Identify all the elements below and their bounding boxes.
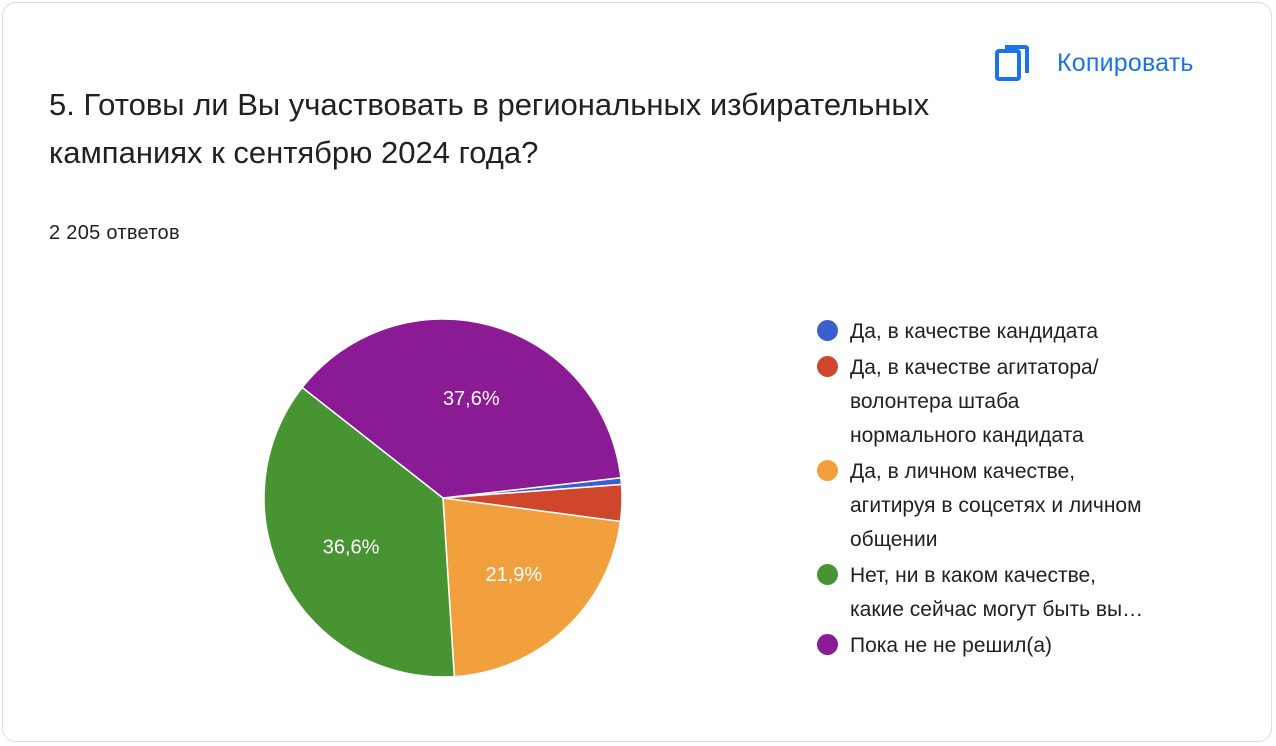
legend-item-2[interactable]: Да, в личном качестве, агитируя в соцсет… (817, 455, 1217, 557)
pie-slice-2[interactable] (442, 497, 622, 678)
copy-label[interactable]: Копировать (1057, 48, 1194, 77)
response-count: 2 205 ответов (49, 222, 180, 244)
legend-dot-4 (817, 634, 838, 655)
pie-chart: 21,9% 36,6% 37,6% (263, 318, 623, 678)
legend-label-3: Нет, ни в каком качестве, какие сейчас м… (850, 564, 1144, 621)
legend-dot-1 (817, 356, 838, 377)
pie-slice-4[interactable] (301, 318, 622, 499)
chart-legend: Да, в качестве кандидата Да, в качестве а… (817, 315, 1217, 665)
copy-icon (995, 45, 1029, 81)
legend-item-3[interactable]: Нет, ни в каком качестве, какие сейчас м… (817, 559, 1217, 627)
legend-dot-0 (817, 320, 838, 341)
legend-label-2: Да, в личном качестве, агитируя в соцсет… (850, 460, 1142, 551)
legend-label-4: Пока не не решил(а) (850, 634, 1053, 657)
pie-slice-label-4: 37,6% (443, 388, 500, 410)
legend-dot-2 (817, 460, 838, 481)
legend-dot-3 (817, 564, 838, 585)
pie-slice-label-3: 36,6% (323, 536, 380, 558)
question-title: 5. Готовы ли Вы участвовать в региональн… (49, 87, 930, 170)
legend-label-1: Да, в качестве агитатора/ волонтера штаб… (850, 356, 1099, 447)
pie-slice-label-2: 21,9% (485, 564, 542, 586)
pie-slice-3[interactable] (263, 386, 456, 678)
legend-item-1[interactable]: Да, в качестве агитатора/ волонтера штаб… (817, 351, 1217, 453)
legend-item-4[interactable]: Пока не не решил(а) (817, 629, 1217, 663)
legend-label-0: Да, в качестве кандидата (850, 320, 1099, 343)
copy-button[interactable]: Копировать (995, 41, 1194, 85)
legend-item-0[interactable]: Да, в качестве кандидата (817, 315, 1217, 349)
